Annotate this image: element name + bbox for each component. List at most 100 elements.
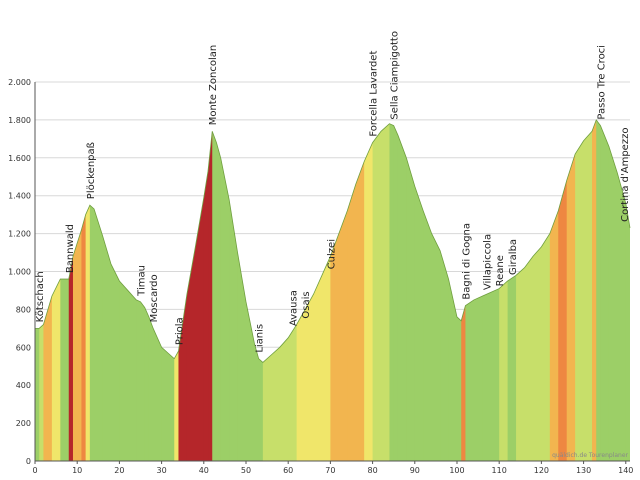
place-label: Lianis bbox=[255, 324, 266, 353]
profile-segment bbox=[592, 119, 597, 461]
profile-segment bbox=[216, 119, 222, 461]
profile-segment bbox=[393, 119, 399, 461]
profile-segment bbox=[524, 119, 534, 461]
profile-segment bbox=[558, 119, 568, 461]
profile-segment bbox=[431, 119, 441, 461]
credit-text: quäldich.de Tourenplaner bbox=[552, 452, 628, 459]
profile-segment bbox=[423, 119, 433, 461]
profile-segment bbox=[85, 119, 91, 461]
profile-segment bbox=[440, 119, 450, 461]
profile-segment bbox=[72, 119, 83, 461]
x-tick-label: 70 bbox=[325, 466, 335, 475]
profile-segment bbox=[364, 119, 374, 461]
profile-segment bbox=[321, 119, 331, 461]
profile-segment bbox=[389, 119, 395, 461]
profile-segment bbox=[549, 119, 559, 461]
profile-segment bbox=[195, 119, 205, 461]
y-tick-label: 400 bbox=[16, 381, 31, 390]
profile-segment bbox=[507, 119, 517, 461]
place-label: Reane bbox=[495, 255, 506, 286]
profile-segment bbox=[516, 119, 526, 461]
profile-segment bbox=[625, 119, 630, 461]
y-tick-label: 1.200 bbox=[8, 230, 31, 239]
profile-segment bbox=[338, 119, 348, 461]
x-tick-label: 40 bbox=[199, 466, 209, 475]
y-tick-label: 1.600 bbox=[8, 154, 31, 163]
y-tick-label: 600 bbox=[16, 343, 31, 352]
profile-segment bbox=[575, 119, 585, 461]
x-tick-label: 0 bbox=[32, 466, 37, 475]
place-label: Sella Ciampigotto bbox=[390, 31, 401, 120]
profile-segment bbox=[617, 119, 627, 461]
profile-segment bbox=[68, 119, 74, 461]
y-tick-label: 800 bbox=[16, 305, 31, 314]
profile-segment bbox=[203, 119, 209, 461]
profile-segment bbox=[229, 119, 239, 461]
place-label: Passo Tre Croci bbox=[596, 45, 607, 120]
profile-segment bbox=[355, 119, 365, 461]
x-tick-label: 110 bbox=[492, 466, 507, 475]
y-tick-label: 1.000 bbox=[8, 268, 31, 277]
y-tick-label: 1.400 bbox=[8, 192, 31, 201]
profile-segment bbox=[330, 119, 340, 461]
place-label: Moscardo bbox=[149, 274, 160, 322]
place-label: Cortina d'Ampezzo bbox=[620, 128, 631, 222]
y-tick-label: 2.000 bbox=[8, 78, 31, 87]
x-tick-label: 80 bbox=[367, 466, 377, 475]
profile-segment bbox=[583, 119, 593, 461]
place-label: Avausa bbox=[288, 290, 299, 326]
x-tick-label: 60 bbox=[283, 466, 293, 475]
profile-segment bbox=[414, 119, 424, 461]
place-label: Osais bbox=[301, 291, 312, 318]
profile-outline bbox=[35, 119, 631, 363]
profile-segment bbox=[608, 119, 618, 461]
profile-segment bbox=[541, 119, 551, 461]
profile-segment bbox=[237, 119, 247, 461]
place-label: Villapiccola bbox=[483, 234, 494, 290]
place-label: Giralba bbox=[508, 239, 519, 275]
profile-segment bbox=[89, 119, 95, 461]
profile-segment bbox=[119, 119, 129, 461]
place-label: Priola bbox=[174, 317, 185, 345]
x-tick-label: 10 bbox=[72, 466, 82, 475]
profile-segment bbox=[397, 119, 407, 461]
x-tick-label: 20 bbox=[114, 466, 124, 475]
x-tick-label: 90 bbox=[410, 466, 420, 475]
profile-segment bbox=[372, 119, 382, 461]
profile-segment bbox=[596, 119, 602, 461]
profile-segment bbox=[186, 119, 196, 461]
profile-segment bbox=[212, 119, 218, 461]
x-tick-label: 30 bbox=[157, 466, 167, 475]
profile-segment bbox=[110, 119, 120, 461]
place-label: Monte Zoncolan bbox=[208, 45, 219, 126]
place-label: Bannwald bbox=[65, 224, 76, 273]
profile-segment bbox=[313, 119, 323, 461]
profile-segment bbox=[381, 119, 391, 461]
x-tick-label: 50 bbox=[241, 466, 251, 475]
place-label: Kötschach bbox=[35, 271, 46, 322]
y-tick-label: 200 bbox=[16, 419, 31, 428]
profile-segment bbox=[102, 119, 112, 461]
y-tick-label: 1.800 bbox=[8, 116, 31, 125]
profile-segment bbox=[208, 119, 213, 461]
place-label: Forcella Lavardet bbox=[369, 51, 380, 137]
profile-segment bbox=[499, 119, 509, 461]
place-label: Bagni di Gogna bbox=[461, 223, 472, 300]
profile-segment bbox=[94, 119, 104, 461]
profile-segment bbox=[566, 119, 576, 461]
y-tick-label: 0 bbox=[26, 457, 31, 466]
profile-segment bbox=[51, 119, 61, 461]
x-tick-label: 100 bbox=[449, 466, 464, 475]
x-tick-label: 120 bbox=[534, 466, 549, 475]
profile-segment bbox=[406, 119, 416, 461]
profile-segment bbox=[81, 119, 87, 461]
place-label: Timau bbox=[136, 265, 147, 297]
profile-segment bbox=[60, 119, 70, 461]
profile-segment bbox=[220, 119, 230, 461]
place-label: Plöckenpaß bbox=[86, 142, 97, 199]
x-tick-label: 140 bbox=[618, 466, 633, 475]
profile-segment bbox=[532, 119, 542, 461]
profile-segment bbox=[347, 119, 357, 461]
